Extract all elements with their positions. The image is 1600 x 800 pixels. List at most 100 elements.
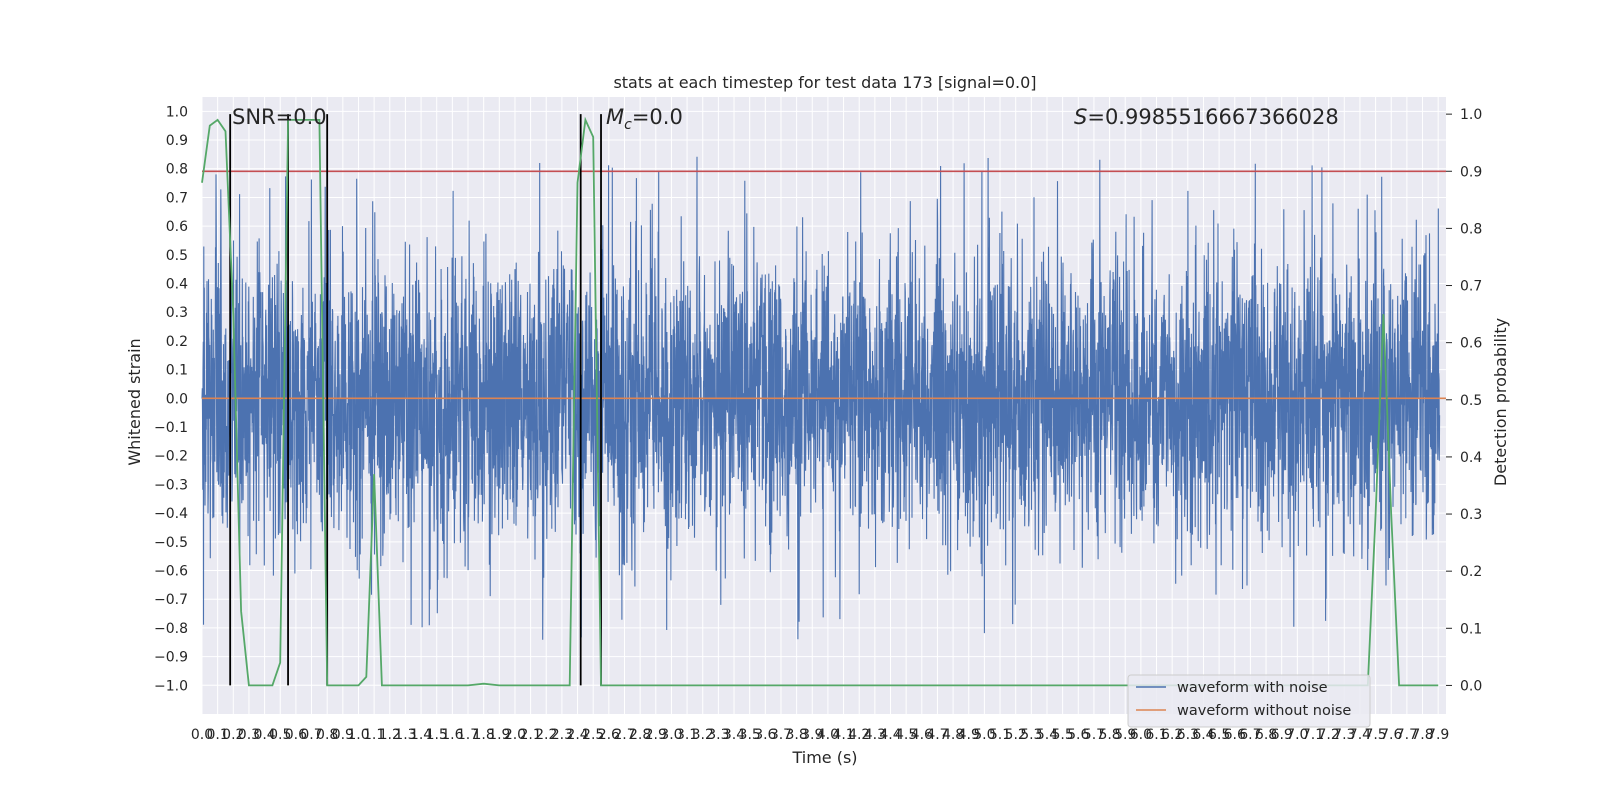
x-tick-label: 6.2 <box>1161 727 1183 743</box>
x-tick-label: 3.4 <box>723 727 745 743</box>
y2-tick-label: 0.7 <box>1460 279 1482 295</box>
y-tick-label: 0.7 <box>166 190 188 206</box>
x-tick-label: 2.0 <box>504 727 526 743</box>
x-tick-label: 5.5 <box>1051 727 1073 743</box>
chart-title: stats at each timestep for test data 173… <box>613 73 1036 92</box>
x-tick-label: 1.1 <box>363 727 385 743</box>
x-tick-label: 0.7 <box>300 727 322 743</box>
x-tick-label: 1.2 <box>379 727 401 743</box>
x-tick-label: 6.5 <box>1208 727 1230 743</box>
x-tick-label: 7.3 <box>1333 727 1355 743</box>
x-tick-label: 1.9 <box>488 727 510 743</box>
y-tick-label: −0.4 <box>154 506 188 522</box>
y-tick-label: 1.0 <box>166 104 188 120</box>
x-tick-label: 2.5 <box>582 727 604 743</box>
y-axis-label: Whitened strain <box>125 338 144 465</box>
x-tick-label: 4.7 <box>926 727 948 743</box>
y-tick-label: 0.8 <box>166 162 188 178</box>
x-tick-label: 4.4 <box>879 727 901 743</box>
snr-annotation: SNR=0.0 <box>232 105 327 129</box>
x-tick-label: 7.8 <box>1411 727 1433 743</box>
legend-label-noise: waveform with noise <box>1177 680 1328 696</box>
x-axis-label: Time (s) <box>791 748 857 767</box>
y-tick-label: 0.2 <box>166 334 188 350</box>
x-tick-label: 3.5 <box>739 727 761 743</box>
x-tick-label: 3.2 <box>692 727 714 743</box>
chirp-mass-annotation: Mc=0.0 <box>606 105 683 133</box>
y-tick-label: −0.9 <box>154 650 188 666</box>
legend: waveform with noise waveform without noi… <box>1127 674 1371 728</box>
x-tick-label: 2.7 <box>613 727 635 743</box>
y-tick-label: 0.4 <box>166 277 188 293</box>
x-tick-label: 4.1 <box>832 727 854 743</box>
x-tick-label: 4.8 <box>942 727 964 743</box>
legend-box <box>1127 674 1371 728</box>
x-tick-label: 1.0 <box>347 727 369 743</box>
x-tick-label: 6.3 <box>1177 727 1199 743</box>
x-tick-label: 2.4 <box>566 727 588 743</box>
x-tick-label: 7.2 <box>1318 727 1340 743</box>
x-tick-label: 7.0 <box>1286 727 1308 743</box>
y2-tick-label: 0.8 <box>1460 221 1482 237</box>
y-tick-label: −0.3 <box>154 477 188 493</box>
y2-tick-label: 0.4 <box>1460 450 1482 466</box>
x-tick-label: 3.0 <box>660 727 682 743</box>
x-tick-label: 5.9 <box>1114 727 1136 743</box>
x-tick-label: 5.2 <box>1005 727 1027 743</box>
y2-tick-label: 1.0 <box>1460 107 1482 123</box>
y2-axis-label: Detection probability <box>1491 318 1510 486</box>
x-tick-label: 1.8 <box>473 727 495 743</box>
y-tick-label: 0.6 <box>166 219 188 235</box>
x-tick-label: 6.7 <box>1239 727 1261 743</box>
x-tick-label: 0.8 <box>316 727 338 743</box>
x-tick-label: 6.6 <box>1224 727 1246 743</box>
x-axis: 0.00.10.20.30.40.50.60.70.80.91.01.11.21… <box>191 727 1449 743</box>
x-tick-label: 3.1 <box>676 727 698 743</box>
x-tick-label: 0.3 <box>238 727 260 743</box>
legend-label-clean: waveform without noise <box>1177 703 1351 719</box>
x-tick-label: 5.8 <box>1098 727 1120 743</box>
x-tick-label: 2.2 <box>535 727 557 743</box>
y2-tick-label: 0.2 <box>1460 564 1482 580</box>
series-waveform-with-noise <box>201 156 1441 640</box>
x-tick-label: 6.1 <box>1145 727 1167 743</box>
score-symbol: S <box>1074 105 1087 129</box>
x-tick-label: 1.5 <box>426 727 448 743</box>
y-tick-label: −0.5 <box>154 535 188 551</box>
y-tick-label: −0.8 <box>154 621 188 637</box>
x-tick-label: 0.5 <box>269 727 291 743</box>
x-tick-label: 7.4 <box>1349 727 1371 743</box>
x-tick-label: 1.7 <box>457 727 479 743</box>
x-tick-label: 1.6 <box>441 727 463 743</box>
y-tick-label: 0.3 <box>166 305 188 321</box>
y2-tick-label: 0.3 <box>1460 507 1482 523</box>
x-tick-label: 2.3 <box>551 727 573 743</box>
x-tick-label: 4.6 <box>911 727 933 743</box>
chirp-mass-value: =0.0 <box>632 105 683 129</box>
x-tick-label: 4.0 <box>817 727 839 743</box>
x-tick-label: 5.0 <box>973 727 995 743</box>
x-tick-label: 7.9 <box>1427 727 1449 743</box>
x-tick-label: 5.4 <box>1036 727 1058 743</box>
x-tick-label: 1.3 <box>394 727 416 743</box>
x-tick-label: 7.7 <box>1396 727 1418 743</box>
x-tick-label: 6.4 <box>1192 727 1214 743</box>
y-axis-left: 1.0 0.9 0.8 0.7 0.6 0.5 0.4 0.3 0.2 0.1 0.0 −0.1 −0.… <box>154 104 188 694</box>
noise-waveform-line <box>201 156 1441 640</box>
x-tick-label: 5.1 <box>989 727 1011 743</box>
x-tick-label: 4.5 <box>895 727 917 743</box>
y-tick-label: 0.0 <box>166 391 188 407</box>
x-tick-label: 2.6 <box>598 727 620 743</box>
x-tick-label: 3.7 <box>770 727 792 743</box>
x-tick-label: 7.1 <box>1302 727 1324 743</box>
y-tick-label: −0.2 <box>154 449 188 465</box>
vertical-markers <box>229 114 602 686</box>
y-tick-label: 0.1 <box>166 363 188 379</box>
y2-tick-label: 0.6 <box>1460 336 1482 352</box>
y-tick-label: −1.0 <box>154 678 188 694</box>
y2-tick-label: 0.5 <box>1460 393 1482 409</box>
y-tick-label: −0.7 <box>154 592 188 608</box>
chirp-mass-subscript: c <box>624 117 632 133</box>
y2-tick-label: 0.1 <box>1460 621 1482 637</box>
